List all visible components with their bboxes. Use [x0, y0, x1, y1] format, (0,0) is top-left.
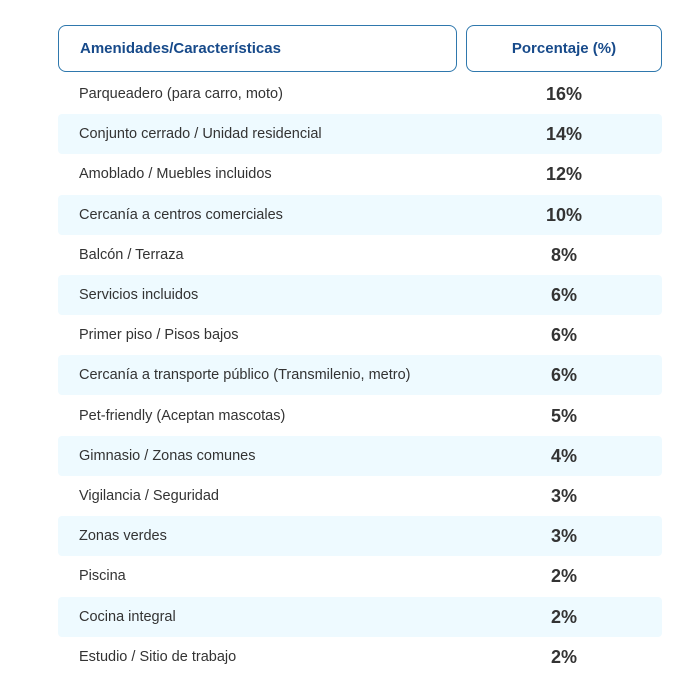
row-label: Amoblado / Muebles incluidos: [79, 166, 272, 183]
row-percentage: 14%: [545, 124, 583, 145]
column-header-percentage: Porcentaje (%): [466, 25, 662, 72]
table-row: Balcón / Terraza 8%: [58, 235, 662, 275]
row-percentage: 4%: [550, 445, 577, 466]
row-percentage: 5%: [550, 405, 577, 426]
table-row: Conjunto cerrado / Unidad residencial 14%: [58, 114, 662, 155]
row-label: Cercanía a transporte público (Transmile…: [79, 367, 411, 384]
row-percentage: 8%: [550, 244, 577, 265]
row-label: Cercanía a centros comerciales: [79, 206, 283, 223]
table-header: Amenidades/Características Porcentaje (%…: [58, 25, 662, 74]
row-percentage: 6%: [550, 325, 577, 346]
row-percentage: 2%: [550, 606, 577, 627]
row-label: Gimnasio / Zonas comunes: [79, 447, 256, 464]
row-label: Vigilancia / Seguridad: [79, 488, 219, 504]
table-row: Parqueadero (para carro, moto) 16%: [58, 74, 662, 114]
table-row: Primer piso / Pisos bajos 6%: [58, 315, 662, 355]
row-percentage: 12%: [545, 164, 583, 185]
table-row: Pet-friendly (Aceptan mascotas) 5%: [58, 396, 662, 436]
row-percentage: 2%: [550, 566, 577, 587]
table-row: Piscina 2%: [58, 556, 662, 596]
row-percentage: 2%: [550, 646, 577, 667]
row-label: Piscina: [79, 568, 126, 585]
row-percentage: 3%: [550, 526, 577, 547]
row-label: Pet-friendly (Aceptan mascotas): [79, 407, 286, 424]
table-row: Servicios incluidos 6%: [58, 275, 662, 315]
row-label: Primer piso / Pisos bajos: [79, 327, 239, 344]
row-label: Estudio / Sitio de trabajo: [79, 648, 237, 665]
amenities-table: Amenidades/Características Porcentaje (%…: [58, 25, 662, 667]
row-label: Zonas verdes: [79, 528, 167, 545]
table-row: Cercanía a centros comerciales 10%: [58, 194, 662, 235]
row-label: Conjunto cerrado / Unidad residencial: [79, 126, 322, 143]
table-row: Cocina integral 2%: [58, 596, 662, 637]
row-label: Cocina integral: [79, 608, 176, 625]
column-header-amenities: Amenidades/Características: [58, 25, 457, 72]
row-percentage: 10%: [545, 204, 583, 225]
table-row: Gimnasio / Zonas comunes 4%: [58, 435, 662, 476]
row-label: Parqueadero (para carro, moto): [79, 86, 283, 102]
row-percentage: 3%: [550, 486, 577, 506]
table-row: Vigilancia / Seguridad 3%: [58, 476, 662, 516]
table-row: Amoblado / Muebles incluidos 12%: [58, 154, 662, 194]
row-percentage: 16%: [545, 84, 583, 104]
row-percentage: 6%: [550, 285, 577, 305]
table-row: Cercanía a transporte público (Transmile…: [58, 355, 662, 396]
row-label: Balcón / Terraza: [79, 246, 184, 263]
table-row: Zonas verdes 3%: [58, 516, 662, 557]
row-label: Servicios incluidos: [79, 287, 199, 303]
table-row: Estudio / Sitio de trabajo 2%: [58, 637, 662, 677]
row-percentage: 6%: [550, 365, 577, 386]
